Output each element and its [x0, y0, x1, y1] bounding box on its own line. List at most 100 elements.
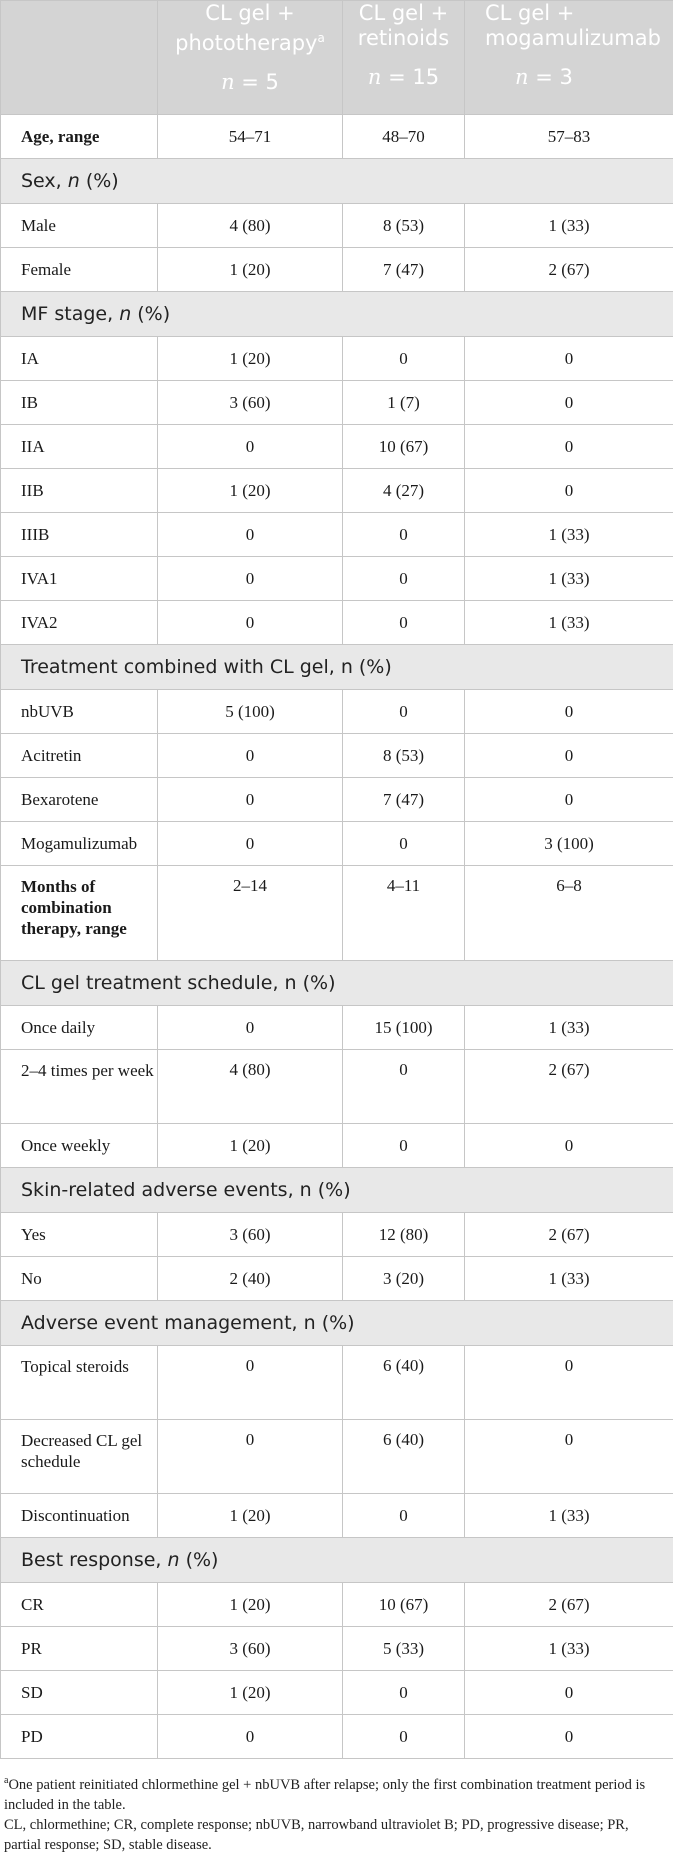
table-row: Female 1 (20) 7 (47) 2 (67)	[1, 248, 673, 292]
cell: 0	[465, 1346, 673, 1420]
cell: 0	[158, 734, 343, 778]
table-row: IIIB 0 0 1 (33)	[1, 513, 673, 557]
header-col-phototherapy: CL gel + phototherapya n = 5	[158, 1, 343, 115]
footnote-text: One patient reinitiated chlormethine gel…	[4, 1777, 645, 1813]
cell: 0	[465, 1420, 673, 1494]
cell: 3 (60)	[158, 381, 343, 425]
cell: 0	[465, 690, 673, 734]
row-label: Mogamulizumab	[1, 822, 158, 866]
table-row: nbUVB 5 (100) 0 0	[1, 690, 673, 734]
footnote-a: aOne patient reinitiated chlormethine ge…	[4, 1771, 669, 1815]
section-row-schedule: CL gel treatment schedule, n (%)	[1, 961, 673, 1006]
cell: 0	[343, 1050, 465, 1124]
header-row: CL gel + phototherapya n = 5 CL gel + re…	[1, 1, 673, 115]
row-label: IA	[1, 337, 158, 381]
cell: 6 (40)	[343, 1420, 465, 1494]
cell: 8 (53)	[343, 734, 465, 778]
row-label: CR	[1, 1583, 158, 1627]
table-row: Acitretin 0 8 (53) 0	[1, 734, 673, 778]
cell: 2 (67)	[465, 1583, 673, 1627]
table-row: Decreased CL gel schedule 0 6 (40) 0	[1, 1420, 673, 1494]
row-label: PR	[1, 1627, 158, 1671]
table-row: 2–4 times per week 4 (80) 0 2 (67)	[1, 1050, 673, 1124]
row-label: Age, range	[1, 115, 158, 159]
row-label: SD	[1, 1671, 158, 1715]
cell: 6 (40)	[343, 1346, 465, 1420]
cell: 0	[465, 1671, 673, 1715]
cell: 3 (60)	[158, 1213, 343, 1257]
cell: 0	[465, 469, 673, 513]
cell: 0	[158, 778, 343, 822]
cell: 0	[343, 601, 465, 645]
cell: 1 (33)	[465, 513, 673, 557]
cell: 1 (33)	[465, 1257, 673, 1301]
table-row: SD 1 (20) 0 0	[1, 1671, 673, 1715]
cell: 0	[158, 557, 343, 601]
cell: 0	[158, 822, 343, 866]
row-label: Female	[1, 248, 158, 292]
cell: 1 (33)	[465, 557, 673, 601]
cell: 3 (60)	[158, 1627, 343, 1671]
cell: 10 (67)	[343, 1583, 465, 1627]
table-row: Yes 3 (60) 12 (80) 2 (67)	[1, 1213, 673, 1257]
section-heading: MF stage, n (%)	[1, 292, 673, 337]
section-heading: Treatment combined with CL gel, n (%)	[1, 645, 673, 690]
header-line2: retinoids	[343, 26, 464, 51]
cell: 0	[158, 601, 343, 645]
row-label: IIB	[1, 469, 158, 513]
table-row: Mogamulizumab 0 0 3 (100)	[1, 822, 673, 866]
cell: 5 (100)	[158, 690, 343, 734]
table-row: No 2 (40) 3 (20) 1 (33)	[1, 1257, 673, 1301]
row-label: Male	[1, 204, 158, 248]
cell: 0	[343, 557, 465, 601]
table-row: Bexarotene 0 7 (47) 0	[1, 778, 673, 822]
table-row: IVA1 0 0 1 (33)	[1, 557, 673, 601]
cell: 0	[158, 425, 343, 469]
header-n: n = 15	[343, 65, 464, 90]
section-row-sex: Sex, n (%)	[1, 159, 673, 204]
row-label: IVA1	[1, 557, 158, 601]
cell: 8 (53)	[343, 204, 465, 248]
row-label: IB	[1, 381, 158, 425]
row-label: PD	[1, 1715, 158, 1759]
cell: 0	[343, 337, 465, 381]
cell: 4 (80)	[158, 204, 343, 248]
row-label: Bexarotene	[1, 778, 158, 822]
header-empty-cell	[1, 1, 158, 115]
cell: 2 (67)	[465, 1050, 673, 1124]
cell: 0	[158, 1420, 343, 1494]
row-label: No	[1, 1257, 158, 1301]
cell: 1 (20)	[158, 337, 343, 381]
row-label: Once weekly	[1, 1124, 158, 1168]
cell: 0	[465, 1124, 673, 1168]
row-label: Decreased CL gel schedule	[1, 1420, 158, 1494]
section-heading: Skin-related adverse events, n (%)	[1, 1168, 673, 1213]
cell: 7 (47)	[343, 248, 465, 292]
cell: 4 (27)	[343, 469, 465, 513]
cell: 4–11	[343, 866, 465, 961]
section-row-treatment: Treatment combined with CL gel, n (%)	[1, 645, 673, 690]
row-label: Discontinuation	[1, 1494, 158, 1538]
row-label: Months of combination therapy, range	[1, 866, 158, 961]
cell: 0	[158, 1715, 343, 1759]
section-heading: Sex, n (%)	[1, 159, 673, 204]
cell: 0	[343, 1124, 465, 1168]
cell: 4 (80)	[158, 1050, 343, 1124]
table-row: Topical steroids 0 6 (40) 0	[1, 1346, 673, 1420]
header-line2: mogamulizumab	[485, 26, 673, 51]
cell: 15 (100)	[343, 1006, 465, 1050]
cell: 0	[343, 822, 465, 866]
row-label: IIIB	[1, 513, 158, 557]
table-row: Once weekly 1 (20) 0 0	[1, 1124, 673, 1168]
header-n: n = 5	[158, 70, 342, 95]
table-row: IVA2 0 0 1 (33)	[1, 601, 673, 645]
cell: 5 (33)	[343, 1627, 465, 1671]
cell: 1 (20)	[158, 1124, 343, 1168]
table-row: Discontinuation 1 (20) 0 1 (33)	[1, 1494, 673, 1538]
cell: 0	[343, 513, 465, 557]
header-col-mogamulizumab: CL gel + mogamulizumab n = 3	[465, 1, 673, 115]
header-line1: CL gel +	[343, 1, 464, 26]
cell: 0	[343, 1715, 465, 1759]
table-footnotes: aOne patient reinitiated chlormethine ge…	[0, 1759, 673, 1855]
